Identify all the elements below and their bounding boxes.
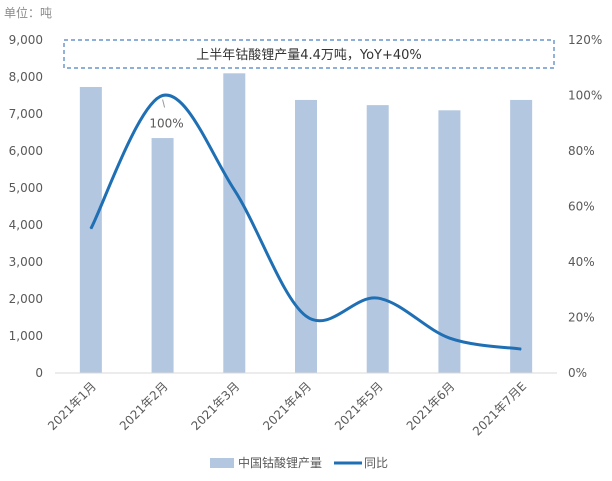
bar bbox=[438, 110, 461, 374]
legend-bar-swatch bbox=[210, 458, 234, 468]
x-tick-label: 2021年3月 bbox=[189, 379, 243, 433]
y-left-tick-label: 8,000 bbox=[9, 70, 43, 84]
x-tick-label: 2021年1月 bbox=[45, 379, 99, 433]
y-right-tick-label: 100% bbox=[568, 89, 602, 103]
bar bbox=[366, 105, 389, 374]
yoy-point bbox=[90, 228, 92, 230]
y-left-tick-label: 4,000 bbox=[9, 218, 43, 232]
y-left-tick-label: 3,000 bbox=[9, 255, 43, 269]
bar bbox=[510, 99, 533, 373]
y-right-tick-label: 60% bbox=[568, 200, 595, 214]
bar bbox=[79, 86, 102, 374]
bar bbox=[223, 73, 246, 374]
y-left-tick-label: 1,000 bbox=[9, 329, 43, 343]
annotation-box bbox=[63, 39, 555, 69]
y-right-tick-label: 0% bbox=[568, 366, 587, 380]
bar bbox=[295, 99, 317, 373]
y-left-tick-label: 5,000 bbox=[9, 181, 43, 195]
x-tick-label: 2021年4月 bbox=[260, 379, 314, 433]
yoy-point bbox=[448, 337, 450, 339]
yoy-line bbox=[89, 93, 522, 351]
annotation-text: 上半年钴酸锂产量4.4万吨，YoY+40% bbox=[196, 48, 422, 63]
y-left-tick-label: 2,000 bbox=[9, 292, 43, 306]
legend-line-label: 同比 bbox=[364, 456, 388, 470]
y-right-tick-label: 120% bbox=[568, 33, 602, 47]
y-left-tick-label: 0 bbox=[35, 366, 43, 380]
yoy-point bbox=[305, 315, 307, 317]
y-right-tick-label: 20% bbox=[568, 311, 595, 325]
legend-bar-label: 中国钴酸锂产量 bbox=[238, 455, 322, 470]
yoy-point bbox=[233, 189, 235, 191]
unit-label: 单位：吨 bbox=[4, 6, 53, 20]
point-label: 100% bbox=[149, 117, 183, 131]
x-tick-label: 2021年7月E bbox=[470, 379, 529, 438]
y-right-tick-label: 80% bbox=[568, 144, 595, 158]
bar bbox=[151, 138, 174, 373]
x-tick-label: 2021年5月 bbox=[332, 379, 386, 433]
y-left-tick-label: 6,000 bbox=[9, 144, 43, 158]
point-label-leader bbox=[162, 99, 166, 108]
y-right-tick-label: 40% bbox=[568, 255, 595, 269]
x-tick-label: 2021年2月 bbox=[117, 379, 171, 433]
yoy-point bbox=[520, 348, 522, 350]
y-left-tick-label: 9,000 bbox=[9, 33, 43, 47]
yoy-point bbox=[162, 95, 164, 96]
y-left-tick-label: 7,000 bbox=[9, 107, 43, 121]
x-tick-label: 2021年6月 bbox=[404, 379, 458, 433]
yoy-point bbox=[377, 297, 379, 299]
